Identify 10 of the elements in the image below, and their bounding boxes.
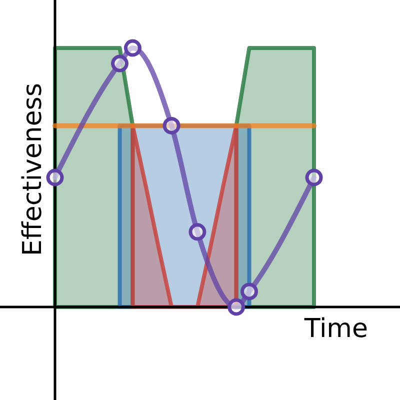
point xyxy=(228,298,246,316)
x-axis-title: Time xyxy=(303,314,368,344)
point xyxy=(305,168,323,186)
point xyxy=(188,223,206,241)
point xyxy=(111,54,128,72)
point xyxy=(240,282,258,300)
y-axis-title: Effectiveness xyxy=(18,83,48,256)
point xyxy=(162,116,180,134)
point xyxy=(124,39,142,57)
point xyxy=(46,168,64,186)
